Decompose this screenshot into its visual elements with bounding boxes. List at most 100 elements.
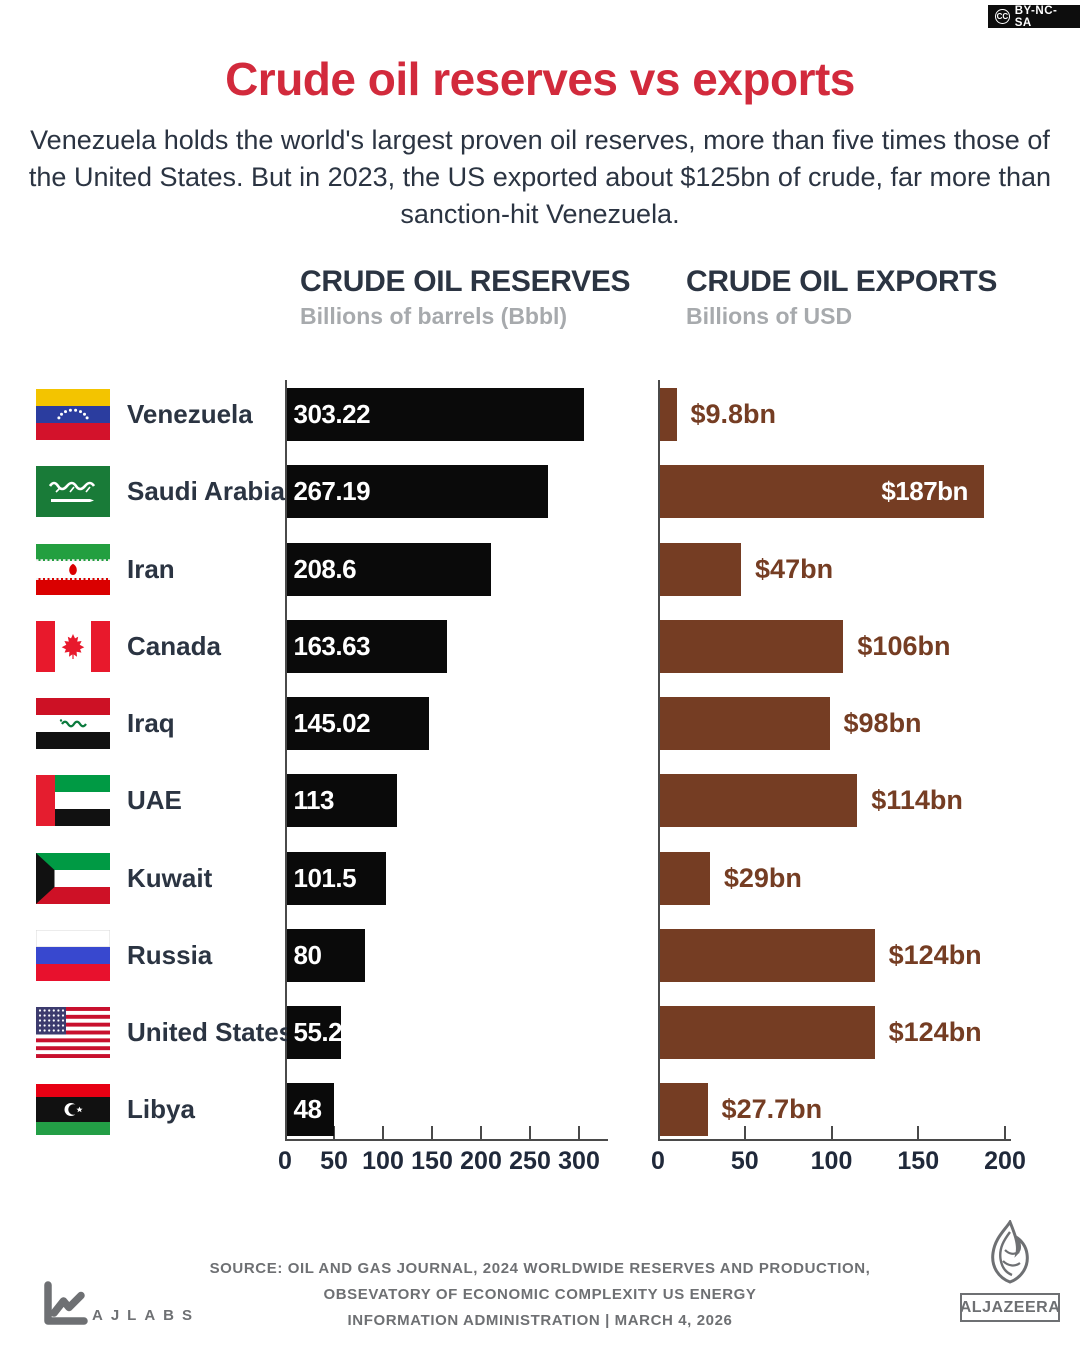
exports-value-label: $187bn: [881, 476, 968, 507]
iraq-flag-icon: [36, 698, 110, 749]
russia-flag-icon: [36, 929, 110, 981]
ajlabs-logo: AJLABS: [38, 1280, 200, 1333]
exports-title: CRUDE OIL EXPORTS: [686, 265, 998, 298]
axis-tick-label: 200: [460, 1147, 502, 1175]
reserves-bar: 101.5: [286, 851, 386, 905]
reserves-value-label: 267.19: [293, 476, 371, 507]
exports-column-header: CRUDE OIL EXPORTS Billions of USD: [686, 265, 997, 330]
libya-flag-icon: [36, 1084, 110, 1136]
reserves-bar: 163.63: [286, 619, 447, 673]
country-label: Libya: [127, 1094, 195, 1125]
canada-flag-icon: [36, 620, 110, 672]
reserves-value-label: 55.2: [293, 1017, 343, 1047]
exports-bar: [659, 388, 677, 441]
venezuela-flag-icon: [36, 389, 110, 440]
exports-value-label: $27.7bn: [721, 1094, 823, 1125]
reserves-bar: 55.2: [286, 1006, 343, 1059]
uae-flag-icon: [36, 775, 110, 827]
axis-tick-label: 50: [320, 1147, 348, 1175]
reserves-column-header: CRUDE OIL RESERVES Billions of barrels (…: [300, 265, 631, 330]
exports-bar: [659, 619, 844, 673]
exports-value-label: $114bn: [871, 785, 963, 816]
source-line: SOURCE: OIL AND GAS JOURNAL, 2024 WORLDW…: [209, 1260, 871, 1277]
exports-bar: [659, 928, 875, 982]
country-label: Kuwait: [127, 862, 213, 893]
reserves-bar: 80: [286, 928, 365, 982]
country-label: Venezuela: [127, 399, 253, 429]
page-title: Crude oil reserves vs exports: [225, 53, 855, 105]
reserves-bar: 145.02: [286, 697, 429, 750]
saudi-arabia-flag-icon: [36, 466, 110, 518]
license-label: BY-NC-SA: [1014, 4, 1058, 29]
exports-bar: [659, 851, 710, 905]
axis-tick-label: 100: [362, 1147, 404, 1175]
exports-value-label: $9.8bn: [690, 399, 777, 429]
reserves-bar: 303.22: [286, 388, 584, 441]
source-line: INFORMATION ADMINISTRATION | MARCH 4, 20…: [347, 1312, 733, 1329]
country-label: United States: [127, 1017, 294, 1047]
reserves-bar: 208.6: [286, 542, 491, 596]
axis-tick: [431, 1126, 433, 1139]
kuwait-flag-icon: [36, 852, 110, 904]
reserves-unit-label: Billions of barrels (Bbbl): [300, 303, 568, 329]
axis-tick-label: 150: [897, 1147, 940, 1175]
reserves-x-axis: [285, 1139, 608, 1141]
axis-tick-label: 100: [810, 1147, 853, 1175]
reserves-bar: 113: [286, 774, 398, 828]
axis-tick: [529, 1126, 531, 1139]
axis-tick: [743, 1126, 746, 1139]
united-states-flag-icon: [36, 1007, 110, 1058]
aljazeera-logo: ALJAZEERA: [955, 1218, 1065, 1322]
source-line: OBSEVATORY OF ECONOMIC COMPLEXITY US ENE…: [323, 1286, 757, 1303]
reserves-title: CRUDE OIL RESERVES: [300, 265, 631, 298]
axis-tick: [333, 1126, 335, 1139]
axis-tick: [382, 1126, 384, 1139]
axis-tick-label: 50: [730, 1147, 759, 1175]
axis-tick-label: 250: [509, 1147, 551, 1175]
reserves-value-label: 145.02: [293, 708, 371, 738]
axis-tick: [830, 1126, 833, 1139]
exports-value-label: $47bn: [755, 553, 834, 584]
aljazeera-label: ALJAZEERA: [960, 1293, 1060, 1322]
exports-value-label: $106bn: [857, 630, 951, 661]
exports-bar: [659, 1083, 708, 1137]
country-label: Canada: [127, 630, 221, 661]
exports-bar: [659, 774, 858, 828]
axis-tick-label: 0: [651, 1147, 665, 1175]
exports-bar: [659, 542, 742, 596]
ajlabs-chart-icon: [38, 1280, 88, 1333]
axis-tick: [1004, 1126, 1006, 1139]
exports-value-label: $98bn: [843, 708, 922, 738]
axis-tick: [480, 1126, 482, 1139]
exports-y-axis: [658, 380, 660, 1141]
exports-bar: $187bn: [659, 465, 984, 519]
license-badge: CC BY-NC-SA: [988, 4, 1080, 29]
axis-tick: [917, 1126, 920, 1139]
reserves-bar: 48: [286, 1083, 334, 1137]
country-label: Saudi Arabia: [127, 476, 285, 507]
country-label: UAE: [127, 785, 182, 816]
reserves-value-label: 101.5: [293, 862, 357, 893]
axis-tick: [578, 1126, 580, 1139]
exports-value-label: $29bn: [723, 862, 802, 893]
cc-icon: CC: [995, 9, 1010, 24]
source-note: SOURCE: OIL AND GAS JOURNAL, 2024 WORLDW…: [150, 1256, 930, 1334]
axis-tick-label: 200: [984, 1147, 1026, 1175]
page-subtitle: Venezuela holds the world's largest prov…: [28, 125, 1052, 229]
reserves-value-label: 163.63: [293, 630, 371, 661]
exports-value-label: $124bn: [888, 1017, 982, 1047]
axis-tick-label: 300: [558, 1147, 600, 1175]
iran-flag-icon: [36, 543, 110, 595]
reserves-value-label: 208.6: [293, 553, 357, 584]
axis-tick-label: 150: [411, 1147, 453, 1175]
country-label: Russia: [127, 939, 213, 970]
country-label: Iraq: [127, 708, 175, 738]
exports-unit-label: Billions of USD: [686, 303, 853, 329]
exports-bar: [659, 1006, 875, 1059]
exports-value-label: $124bn: [888, 939, 982, 970]
reserves-bar: 267.19: [286, 465, 549, 519]
exports-bar: [659, 697, 830, 750]
country-label: Iran: [127, 553, 175, 584]
aljazeera-flame-icon: [983, 1218, 1037, 1288]
